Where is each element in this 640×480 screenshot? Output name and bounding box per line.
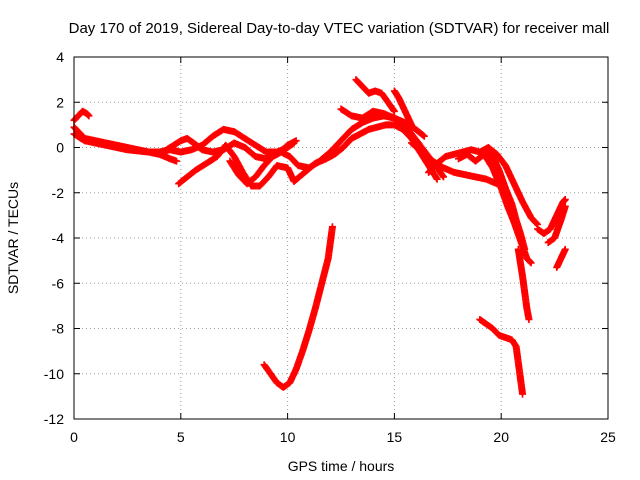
series-arc-18 [544,202,569,247]
data-point [521,245,529,253]
x-tick-label: 25 [600,429,616,445]
y-tick-label: -6 [52,275,65,291]
data-point [527,259,535,267]
y-tick-label: 2 [56,94,64,110]
data-point [561,202,569,210]
data-point [519,390,527,398]
data-marker [390,106,398,114]
data-point [433,175,441,183]
x-tick-label: 5 [177,429,185,445]
data-point [390,107,398,115]
series-arc-14 [514,245,533,323]
data-point [292,137,300,145]
data-point [525,315,533,323]
y-tick-label: 4 [56,49,64,65]
x-tick-label: 20 [493,429,509,445]
x-tick-label: 0 [70,429,78,445]
data-point [85,112,93,120]
data-marker [419,131,427,139]
y-tick-label: -2 [52,185,65,201]
data-series [70,76,569,398]
series-arc-15 [476,315,527,398]
series-arc-17 [553,245,569,271]
data-marker [533,219,541,227]
series-arc-13 [482,148,529,253]
data-point [561,196,569,204]
y-tick-label: 0 [56,140,64,156]
data-point [420,132,428,140]
series-arc-19 [260,223,336,391]
data-point [440,173,448,181]
y-tick-label: -10 [44,366,64,382]
y-tick-label: -8 [52,321,65,337]
data-marker [526,258,534,266]
data-point [407,121,415,129]
data-point [173,157,181,165]
x-tick-label: 15 [387,429,403,445]
y-tick-label: -4 [52,230,65,246]
y-tick-label: -12 [44,411,64,427]
y-axis-label: SDTVAR / TECUs [5,182,21,294]
data-marker [439,172,447,180]
x-tick-label: 10 [280,429,296,445]
series-arc-9 [390,87,415,129]
data-point [561,245,569,253]
data-point [328,223,336,231]
series-arc-10 [407,139,501,188]
series-arc-8 [352,76,398,115]
series-arc-11 [425,144,542,228]
chart-title: Day 170 of 2019, Sidereal Day-to-day VTE… [69,20,610,37]
x-axis-label: GPS time / hours [288,458,395,474]
